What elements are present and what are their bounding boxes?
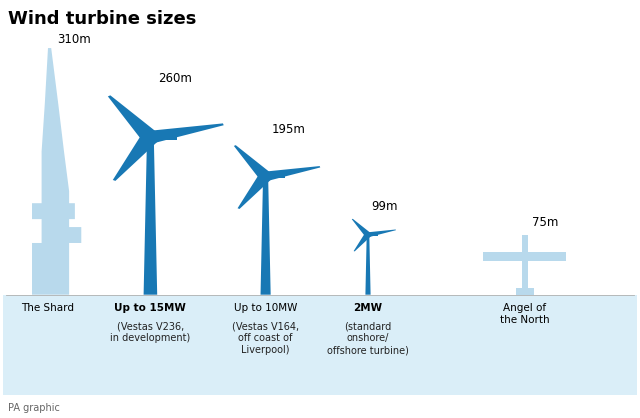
Polygon shape <box>148 123 224 143</box>
FancyBboxPatch shape <box>368 234 378 236</box>
Text: Up to 15MW: Up to 15MW <box>115 303 186 313</box>
FancyBboxPatch shape <box>3 48 637 295</box>
Text: 310m: 310m <box>58 33 92 46</box>
Polygon shape <box>367 229 396 237</box>
Polygon shape <box>237 174 272 209</box>
Text: Up to 10MW: Up to 10MW <box>234 303 298 313</box>
Text: (Vestas V236,
in development): (Vestas V236, in development) <box>110 322 191 344</box>
Polygon shape <box>234 145 272 179</box>
Text: Angel of
the North: Angel of the North <box>500 303 550 325</box>
FancyBboxPatch shape <box>516 288 534 295</box>
Text: (Vestas V164,
off coast of
Liverpool): (Vestas V164, off coast of Liverpool) <box>232 322 299 355</box>
Polygon shape <box>32 48 81 295</box>
Polygon shape <box>354 234 371 251</box>
Circle shape <box>146 134 155 140</box>
Text: 2MW: 2MW <box>353 303 383 313</box>
Text: 195m: 195m <box>271 123 305 136</box>
Text: 75m: 75m <box>532 216 559 229</box>
Circle shape <box>262 174 269 178</box>
Text: Wind turbine sizes: Wind turbine sizes <box>8 10 196 28</box>
Polygon shape <box>483 252 566 261</box>
FancyBboxPatch shape <box>522 235 528 295</box>
FancyBboxPatch shape <box>266 174 285 178</box>
Text: (standard
onshore/
offshore turbine): (standard onshore/ offshore turbine) <box>327 322 409 355</box>
Polygon shape <box>260 176 271 295</box>
FancyBboxPatch shape <box>3 295 637 395</box>
Circle shape <box>366 234 370 236</box>
Text: The Shard: The Shard <box>22 303 74 313</box>
Polygon shape <box>108 95 159 141</box>
Polygon shape <box>365 235 371 295</box>
Polygon shape <box>143 137 157 295</box>
Text: 99m: 99m <box>371 199 397 213</box>
Text: PA graphic: PA graphic <box>8 403 60 413</box>
Text: 260m: 260m <box>158 71 192 84</box>
Polygon shape <box>352 219 371 236</box>
Polygon shape <box>113 134 159 181</box>
FancyBboxPatch shape <box>150 135 177 140</box>
FancyBboxPatch shape <box>3 48 637 395</box>
Polygon shape <box>264 166 320 181</box>
